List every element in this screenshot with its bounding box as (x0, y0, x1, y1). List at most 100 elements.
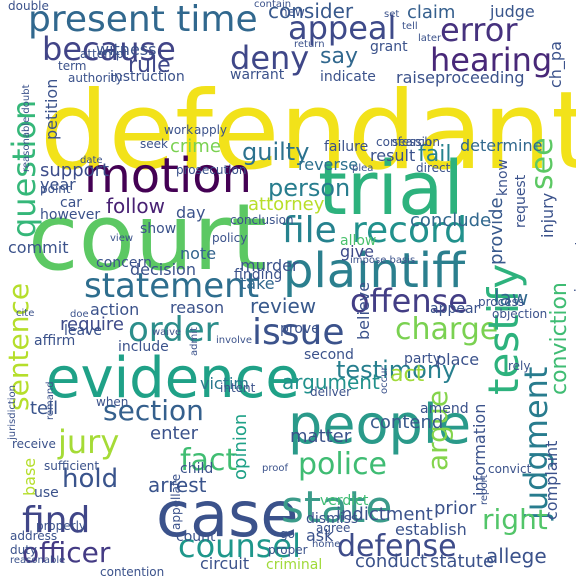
word-rely: rely (508, 359, 531, 373)
word-waive: waive (152, 327, 182, 338)
word-party: party (404, 351, 441, 367)
word-trial: trial (318, 146, 464, 232)
word-act: act (390, 362, 425, 387)
word-term: term (58, 59, 87, 73)
word-contain: contain (254, 0, 292, 10)
word-view: view (110, 233, 134, 244)
word-year: year (40, 175, 76, 194)
word-complaint: complaint (542, 440, 561, 520)
word-present-time: present time (28, 0, 258, 40)
word-grant: grant (370, 39, 408, 55)
word-instruction: instruction (110, 69, 185, 85)
word-verdict: verdict (320, 493, 369, 509)
word-affirm: affirm (34, 333, 76, 349)
word-find: find (22, 500, 91, 541)
word-support: support (40, 160, 110, 181)
word-because: because (42, 30, 176, 68)
word-appellate: appellate (169, 473, 183, 530)
word-car: car (60, 195, 83, 211)
word-search: search (392, 135, 432, 149)
word-conviction: conviction (547, 282, 572, 395)
word-result: result (370, 146, 416, 165)
word-court: court (28, 184, 268, 291)
word-proper: proper (268, 543, 308, 557)
word-show: show (140, 221, 177, 237)
word-injury: injury (538, 192, 557, 238)
word-date: date (80, 155, 103, 166)
word-remand: remand (45, 381, 56, 420)
word-occur: occur (379, 366, 390, 394)
word-use: use (34, 485, 59, 501)
word-testimony: testimony (336, 356, 457, 384)
word-apply: apply (194, 123, 228, 137)
word-section: section (103, 394, 204, 427)
word-guilty: guilty (242, 138, 310, 166)
word-criminal: criminal (266, 557, 323, 573)
word-law: law (494, 286, 529, 310)
word-plaintiff: plaintiff (283, 243, 466, 299)
word-allow: allow (340, 233, 377, 249)
word-motion: motion (84, 148, 253, 204)
word-tell: tell (402, 21, 418, 32)
word-counsel: counsel (178, 527, 301, 565)
word-defendant: defendant (40, 69, 576, 194)
word-go: go (280, 527, 295, 541)
word-establish: establish (395, 520, 467, 539)
word-rule: rule (128, 53, 171, 78)
word-tell: tell (30, 398, 59, 419)
word-action: action (90, 300, 140, 319)
word-objection: objection (492, 307, 548, 321)
word-jurisdiction: jurisdiction (7, 385, 18, 440)
word-plea: plea (352, 163, 374, 174)
word-day: day (176, 203, 206, 222)
word-indicate: indicate (320, 69, 376, 85)
word-direct: direct (416, 161, 451, 175)
word-provide: provide (486, 197, 507, 265)
word-prosecution: prosecution (176, 163, 247, 177)
word-ch-pa: ch_pa (546, 41, 565, 88)
word-report: report (479, 474, 490, 505)
word-matter: matter (290, 426, 352, 447)
word-witness: witness (96, 40, 157, 59)
word-place: place (436, 350, 480, 369)
word-follow: follow (106, 194, 165, 218)
word-attorney: attorney (248, 194, 325, 215)
word-officer: officer (22, 536, 111, 569)
word-take: take (240, 274, 275, 293)
word-petition: petition (42, 78, 61, 140)
word-raiseproceeding: raiseproceeding (396, 68, 525, 87)
word-opinion: opinion (230, 413, 251, 480)
word-crime: crime (170, 136, 221, 157)
word-reason: reason (170, 298, 225, 317)
word-count: count (176, 529, 216, 545)
word-enter: enter (150, 423, 199, 444)
word-appeal: appeal (288, 9, 397, 47)
word-contention: contention (100, 565, 165, 576)
word-dismiss: dismiss (306, 511, 359, 527)
word-jury: jury (58, 423, 120, 461)
word-record: record (352, 210, 467, 251)
word-determine: determine (460, 136, 543, 155)
word-however: however (40, 207, 101, 223)
word-error: error (440, 11, 518, 49)
word-defense: defense (337, 529, 457, 564)
word-address: address (10, 529, 58, 543)
word-conclusion: conclusion (230, 213, 294, 227)
word-case: case (156, 478, 299, 551)
word-note: note (180, 244, 217, 263)
word-give: give (340, 242, 374, 261)
word-policy: policy (212, 231, 248, 245)
word-set: set (384, 9, 400, 20)
word-admit: admit (189, 327, 200, 356)
word-seek: seek (140, 137, 168, 151)
word-hold: hold (62, 464, 119, 494)
word-consider: consider (268, 0, 354, 23)
word-order: order (128, 310, 219, 350)
word-request: request (513, 174, 529, 228)
word-agree: agree (316, 521, 351, 535)
word-home: home (312, 539, 341, 550)
word-people: people (288, 393, 472, 456)
word-work: work (164, 123, 194, 137)
word-judge: judge (490, 2, 535, 21)
word-say: say (320, 44, 358, 69)
